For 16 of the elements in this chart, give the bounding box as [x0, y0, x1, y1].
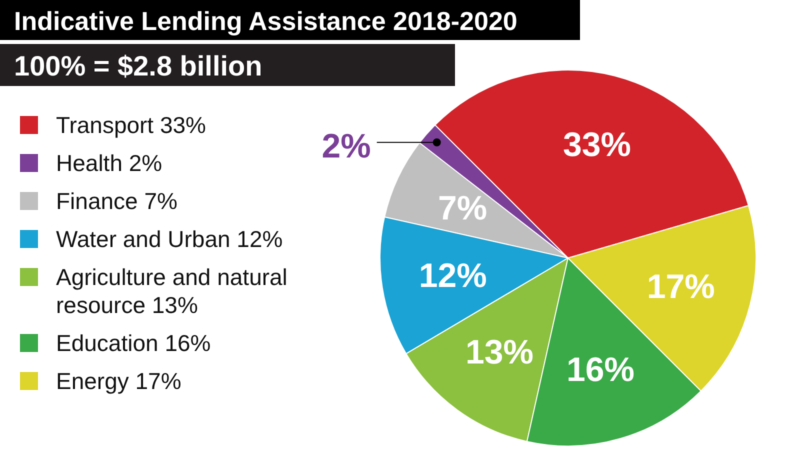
legend-label: Finance 7%: [56, 188, 178, 214]
legend-label: Transport 33%: [56, 112, 206, 138]
legend-label: Health 2%: [56, 150, 162, 176]
legend-label: Agriculture and natural resource 13%: [56, 264, 288, 318]
legend-label: Education 16%: [56, 330, 211, 356]
data-label: 2%: [322, 127, 371, 166]
data-label: 16%: [566, 350, 635, 389]
chart-title: Indicative Lending Assistance 2018-2020: [14, 6, 518, 36]
legend-label: Energy 17%: [56, 368, 182, 394]
data-label: 12%: [418, 257, 487, 296]
data-label: 7%: [438, 189, 488, 228]
data-label: 33%: [562, 126, 632, 164]
legend-label: Water and Urban 12%: [56, 226, 283, 252]
data-label: 13%: [465, 333, 534, 372]
chart-subtitle: 100% = $2.8 billion: [14, 50, 262, 82]
data-label: 17%: [646, 268, 715, 306]
